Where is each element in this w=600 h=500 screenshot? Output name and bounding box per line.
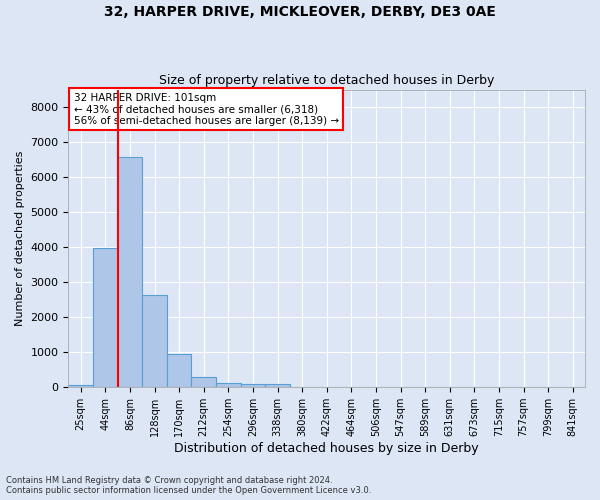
X-axis label: Distribution of detached houses by size in Derby: Distribution of detached houses by size … [175,442,479,455]
Title: Size of property relative to detached houses in Derby: Size of property relative to detached ho… [159,74,494,87]
Bar [167,354,191,387]
Bar [265,384,290,387]
Text: 32, HARPER DRIVE, MICKLEOVER, DERBY, DE3 0AE: 32, HARPER DRIVE, MICKLEOVER, DERBY, DE3… [104,5,496,19]
Bar [118,157,142,387]
Text: 32 HARPER DRIVE: 101sqm
← 43% of detached houses are smaller (6,318)
56% of semi: 32 HARPER DRIVE: 101sqm ← 43% of detache… [74,92,338,126]
Y-axis label: Number of detached properties: Number of detached properties [15,150,25,326]
Bar [191,376,216,387]
Bar [216,383,241,387]
Bar [241,384,265,387]
Bar [68,385,93,387]
Text: Contains HM Land Registry data © Crown copyright and database right 2024.
Contai: Contains HM Land Registry data © Crown c… [6,476,371,495]
Bar [93,248,118,387]
Bar [142,296,167,387]
